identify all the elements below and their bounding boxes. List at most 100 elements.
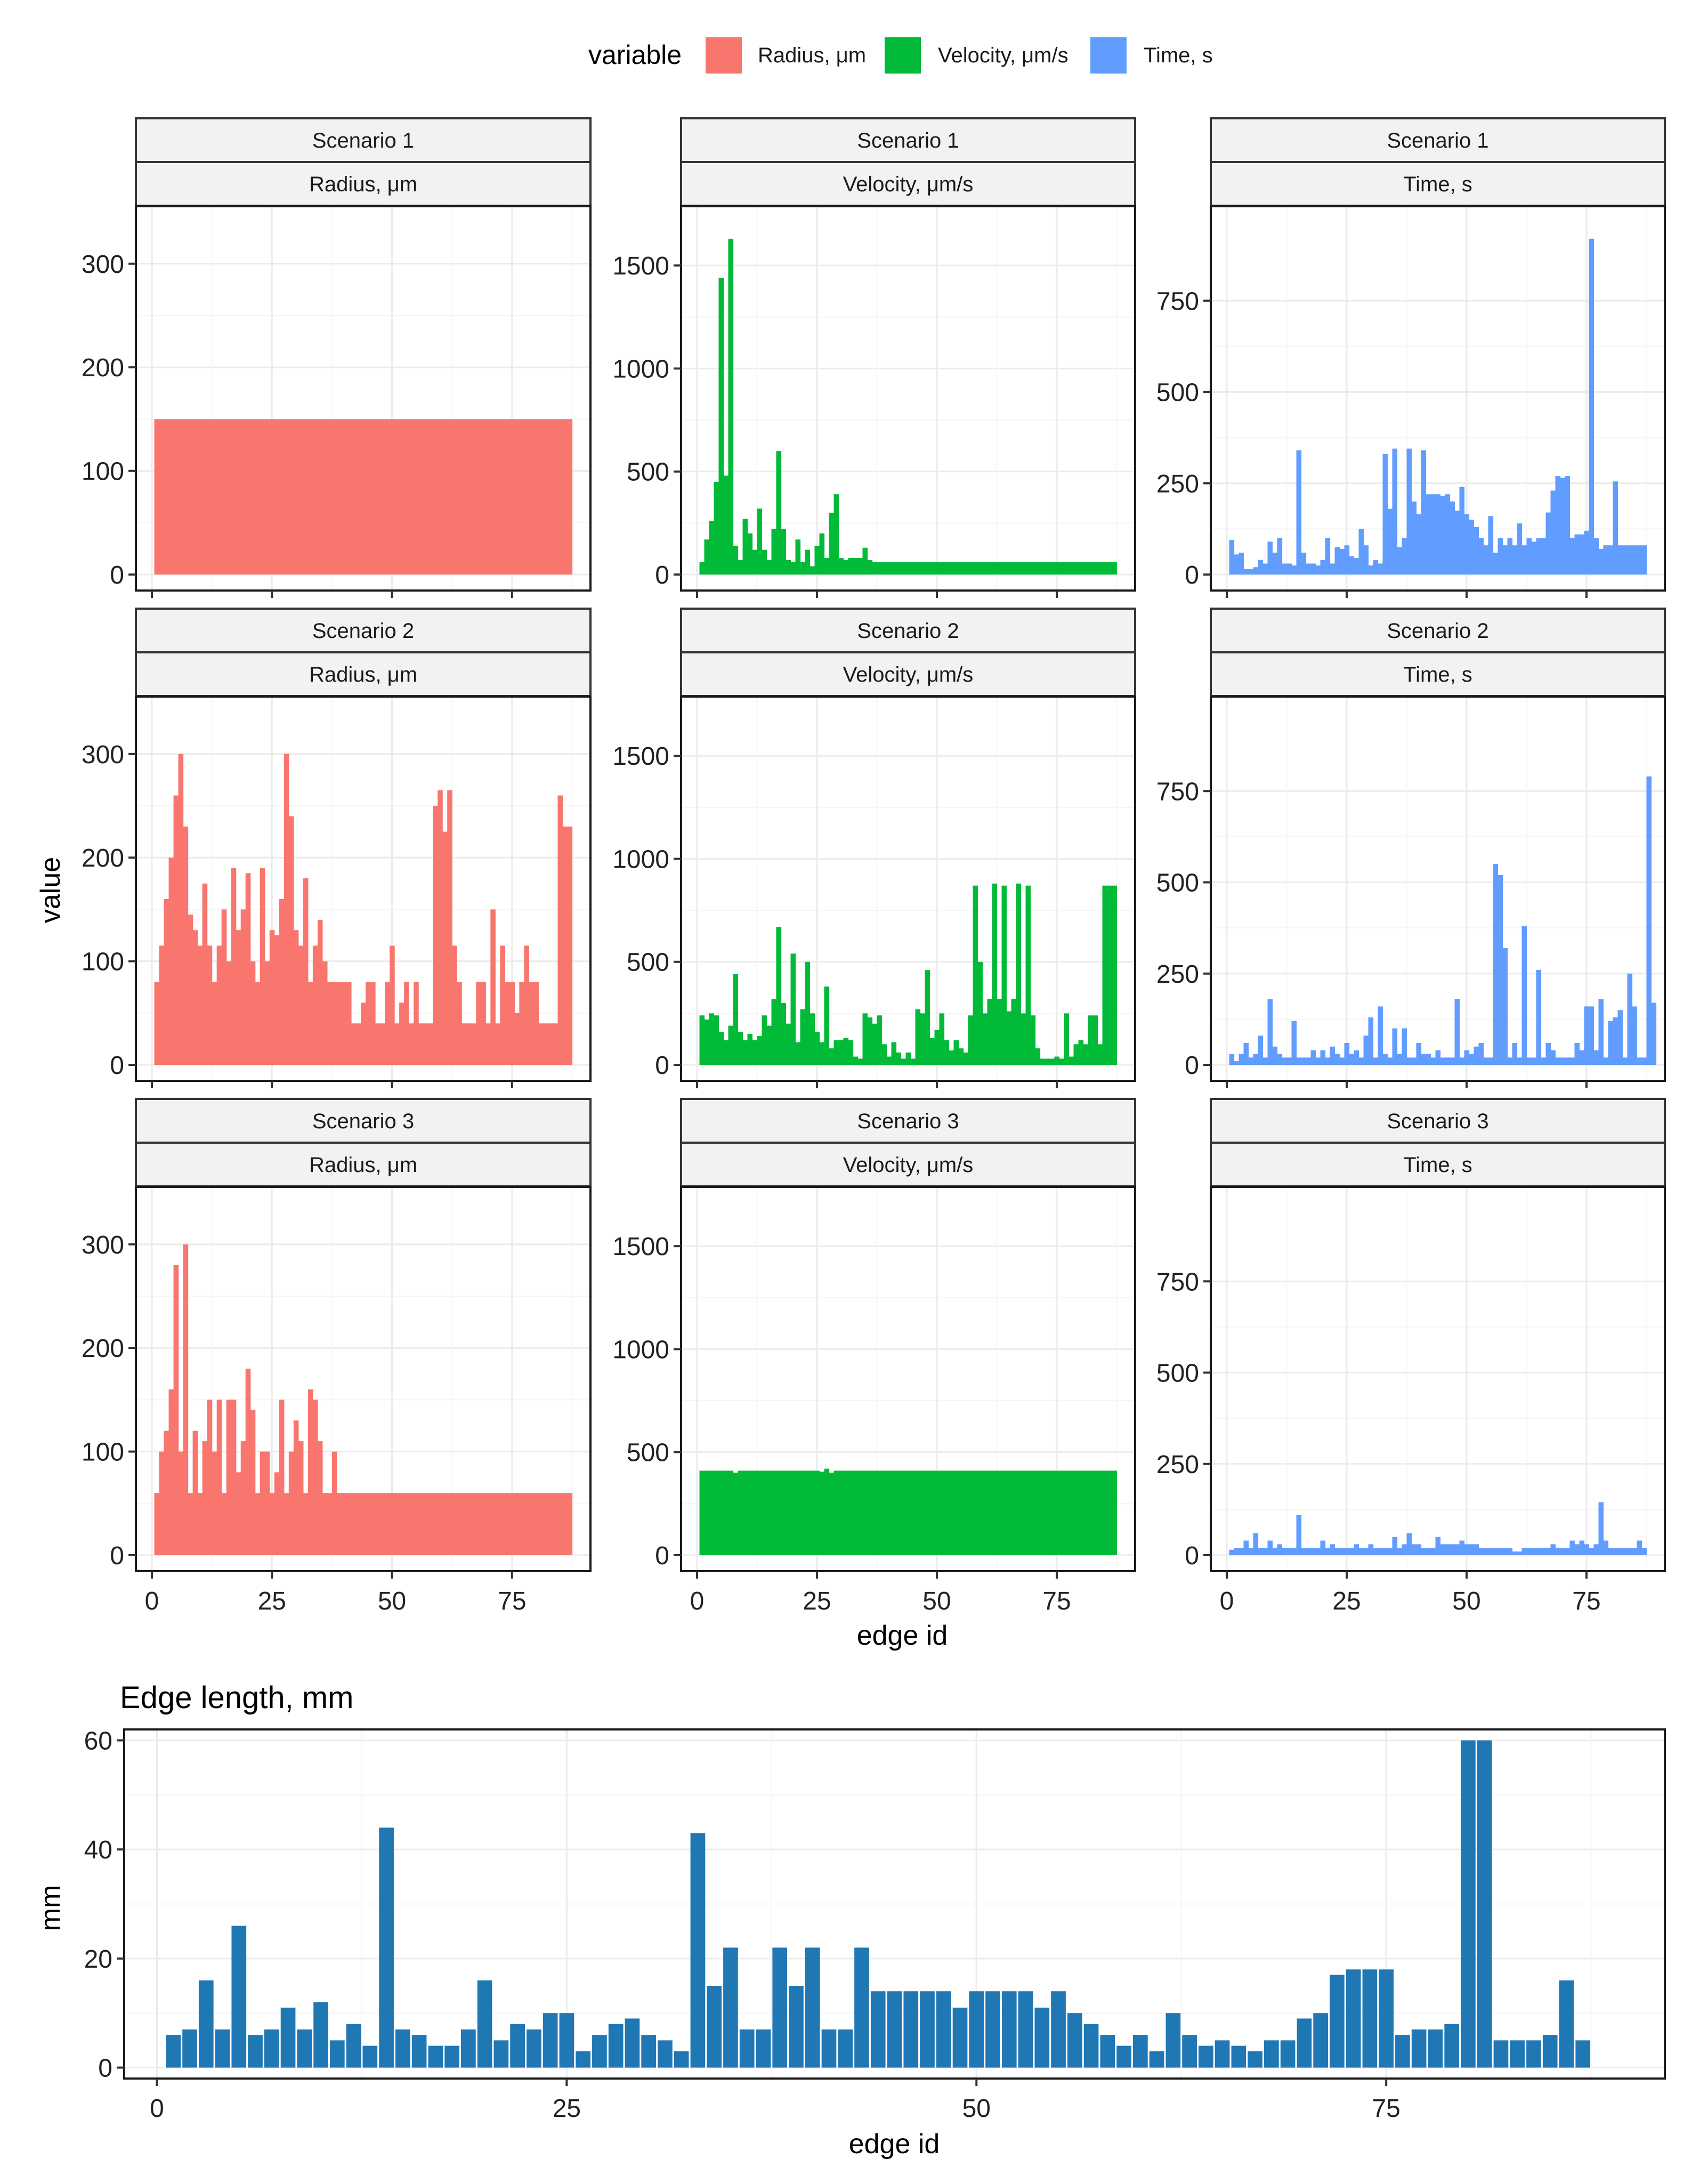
panel-scenario-3-time-bar	[1392, 1537, 1398, 1555]
panel-scenario-1-velocity-bar	[733, 545, 739, 575]
panel-scenario-1-velocity-bar	[1001, 562, 1007, 575]
panel-scenario-2-time-bar	[1550, 1050, 1556, 1065]
panel-scenario-1-velocity-bar	[987, 562, 993, 575]
panel-scenario-2-time-bar	[1497, 875, 1503, 1065]
panel-scenario-2-time-bar	[1291, 1021, 1297, 1065]
panel-scenario-3-time-bar	[1488, 1548, 1494, 1555]
panel-scenario-1-time-bar	[1469, 520, 1475, 575]
edge-length-bar	[805, 1947, 820, 2068]
panel-scenario-3-velocity-bar	[814, 1470, 820, 1555]
panel-scenario-1-velocity-bar	[1045, 562, 1050, 575]
edge-length-bar	[1100, 2035, 1115, 2068]
panel-scenario-2-radius-bar	[514, 1013, 520, 1065]
panel-scenario-3-radius-bar	[355, 1493, 361, 1555]
panel-scenario-3-velocity-bar	[1078, 1470, 1084, 1555]
panel-scenario-2-radius-bar	[380, 1023, 385, 1065]
edge-length-xtick-label: 75	[1372, 2095, 1400, 2123]
panel-scenario-2-velocity-bar	[714, 1015, 719, 1065]
panel-scenario-2-velocity-bar	[867, 1017, 873, 1065]
panel-scenario-1-time-bar	[1291, 565, 1297, 575]
panel-scenario-2-time-bar	[1464, 1050, 1470, 1065]
panel-scenario-1-time-bar	[1344, 545, 1350, 575]
panel-scenario-3-velocity-bar	[958, 1470, 964, 1555]
panel-scenario-3-radius-bar	[447, 1493, 452, 1555]
panel-scenario-1-velocity-bar	[905, 562, 911, 575]
panel-scenario-1-velocity-bar	[1025, 562, 1031, 575]
legend-label-radius: Radius, μm	[758, 44, 866, 67]
panel-scenario-2-velocity-bar	[925, 970, 930, 1065]
panel-scenario-3-time-bar	[1373, 1548, 1379, 1555]
panel-scenario-2-time-bar	[1584, 1006, 1590, 1065]
panel-scenario-3-velocity-bar	[862, 1470, 868, 1555]
panel-scenario-3-time-bar	[1507, 1548, 1513, 1555]
panel-scenario-2-velocity-bar	[810, 1013, 815, 1065]
panel-scenario-1-time-bar	[1637, 545, 1642, 575]
panel-scenario-2-velocity-bar	[781, 1003, 787, 1065]
panel-scenario-1-time-ytick-label: 750	[1156, 287, 1199, 316]
panel-scenario-1-velocity-bar	[704, 539, 710, 575]
panel-scenario-2-time-bar	[1627, 973, 1633, 1065]
panel-scenario-2-velocity-bar	[790, 953, 796, 1065]
panel-scenario-1-radius-bar	[260, 419, 265, 575]
panel-scenario-2-time-bar	[1617, 1010, 1623, 1065]
panel-scenario-3-velocity-bar	[997, 1470, 1002, 1555]
panel-scenario-2-radius-bar	[221, 909, 227, 1065]
panel-scenario-3-radius-bar	[269, 1493, 275, 1555]
panel-scenario-1-radius-bar	[336, 419, 342, 575]
edge-length-bar	[1215, 2040, 1230, 2068]
edge-length-bar	[1165, 2013, 1181, 2068]
panel-scenario-1-velocity-bar	[925, 562, 930, 575]
panel-scenario-2-time-bar	[1469, 1054, 1475, 1065]
panel-scenario-3-radius-bar	[553, 1493, 558, 1555]
panel-scenario-3-velocity-bar	[1102, 1470, 1108, 1555]
panel-scenario-2-radius-bar	[457, 982, 462, 1065]
panel-scenario-1-time-bar	[1450, 502, 1455, 575]
panel-scenario-1-radius-bar	[399, 419, 404, 575]
edge-length-bar	[231, 1926, 247, 2068]
panel-scenario-2-velocity-bar	[929, 1038, 935, 1065]
edge-length-bar	[920, 1991, 935, 2068]
panel-scenario-2-time-ytick-label: 0	[1185, 1052, 1199, 1080]
panel-scenario-2-time-bar	[1272, 1046, 1278, 1065]
facet-x-axis-title: edge id	[857, 1620, 948, 1651]
panel-scenario-3-time-bar	[1310, 1548, 1316, 1555]
edge-length-bar	[903, 1991, 919, 2068]
panel-scenario-2-velocity-bar	[709, 1013, 715, 1065]
panel-scenario-3-radius-bar	[514, 1493, 520, 1555]
panel-scenario-3-radius-xtick-label: 75	[498, 1587, 526, 1615]
panel-scenario-3-time-ytick-label: 500	[1156, 1360, 1199, 1388]
legend-key-velocity	[885, 37, 921, 74]
edge-length-bar	[592, 2035, 607, 2068]
panel-scenario-3-radius-bar	[245, 1369, 251, 1555]
edge-length-bar	[608, 2024, 624, 2068]
panel-scenario-3-velocity-bar	[1083, 1470, 1089, 1555]
panel-scenario-3-velocity-bar	[929, 1470, 935, 1555]
panel-scenario-3-radius-bar	[202, 1441, 208, 1555]
panel-scenario-1-velocity-bar	[953, 562, 959, 575]
panel-scenario-2-time-bar	[1632, 1006, 1638, 1065]
panel-scenario-3-time-ytick-label: 750	[1156, 1268, 1199, 1296]
panel-scenario-2-velocity-bar	[1112, 885, 1118, 1065]
panel-scenario-1-velocity-bar	[958, 562, 964, 575]
panel-scenario-1-time-bar	[1608, 545, 1614, 575]
panel-scenario-3-velocity-bar	[1021, 1470, 1026, 1555]
panel-scenario-1-radius-bar	[355, 419, 361, 575]
panel-scenario-3-time-strip-scenario	[1210, 1098, 1666, 1144]
panel-scenario-2-time-bar	[1368, 1017, 1374, 1065]
panel-scenario-1-velocity-bar	[757, 508, 763, 575]
panel-scenario-2-velocity-bar	[771, 999, 777, 1065]
panel-scenario-2-time-bar	[1569, 1057, 1575, 1065]
panel-scenario-3-radius-bar	[418, 1493, 424, 1555]
panel-scenario-3-radius-ytick-label: 200	[82, 1335, 124, 1363]
panel-scenario-3-velocity-bar	[949, 1470, 954, 1555]
panel-scenario-3-time-bar	[1430, 1548, 1436, 1555]
panel-scenario-2-velocity-bar	[829, 1048, 835, 1065]
edge-length-bar	[1477, 1740, 1492, 2068]
panel-scenario-2-radius-bar	[543, 1023, 549, 1065]
panel-scenario-3-velocity-bar	[742, 1470, 748, 1555]
panel-scenario-2-time-bar	[1454, 999, 1460, 1065]
panel-scenario-1-time-bar	[1253, 567, 1259, 575]
panel-scenario-1-velocity-bar	[877, 562, 883, 575]
panel-scenario-2-time-bar	[1574, 1042, 1580, 1065]
